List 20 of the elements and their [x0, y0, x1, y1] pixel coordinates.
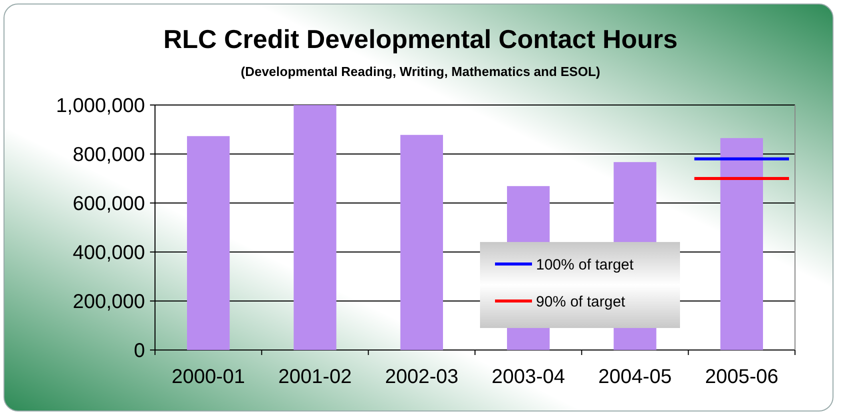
x-tick-label: 2003-04: [492, 366, 566, 388]
bar: [294, 105, 336, 350]
legend-label: 90% of target: [536, 293, 626, 310]
y-tick-label: 600,000: [72, 193, 145, 215]
x-tick-label: 2005-06: [704, 366, 778, 388]
bar: [187, 136, 230, 350]
legend-label: 100% of target: [536, 256, 634, 274]
x-tick-label: 2001-02: [278, 366, 352, 388]
chart-title: RLC Credit Developmental Contact Hours: [163, 24, 678, 54]
y-tick-label: 0: [134, 340, 145, 362]
y-tick-label: 400,000: [72, 242, 145, 264]
x-tick-label: 2004-05: [598, 366, 672, 388]
chart-subtitle: (Developmental Reading, Writing, Mathematics and ESOL): [240, 64, 600, 79]
bar: [400, 134, 443, 350]
bar: [720, 138, 763, 350]
y-tick-label: 1,000,000: [56, 95, 145, 117]
x-tick-label: 2000-01: [172, 366, 246, 388]
y-tick-label: 200,000: [72, 291, 145, 313]
x-tick-label: 2002-03: [384, 366, 458, 388]
y-tick-label: 800,000: [72, 144, 145, 166]
